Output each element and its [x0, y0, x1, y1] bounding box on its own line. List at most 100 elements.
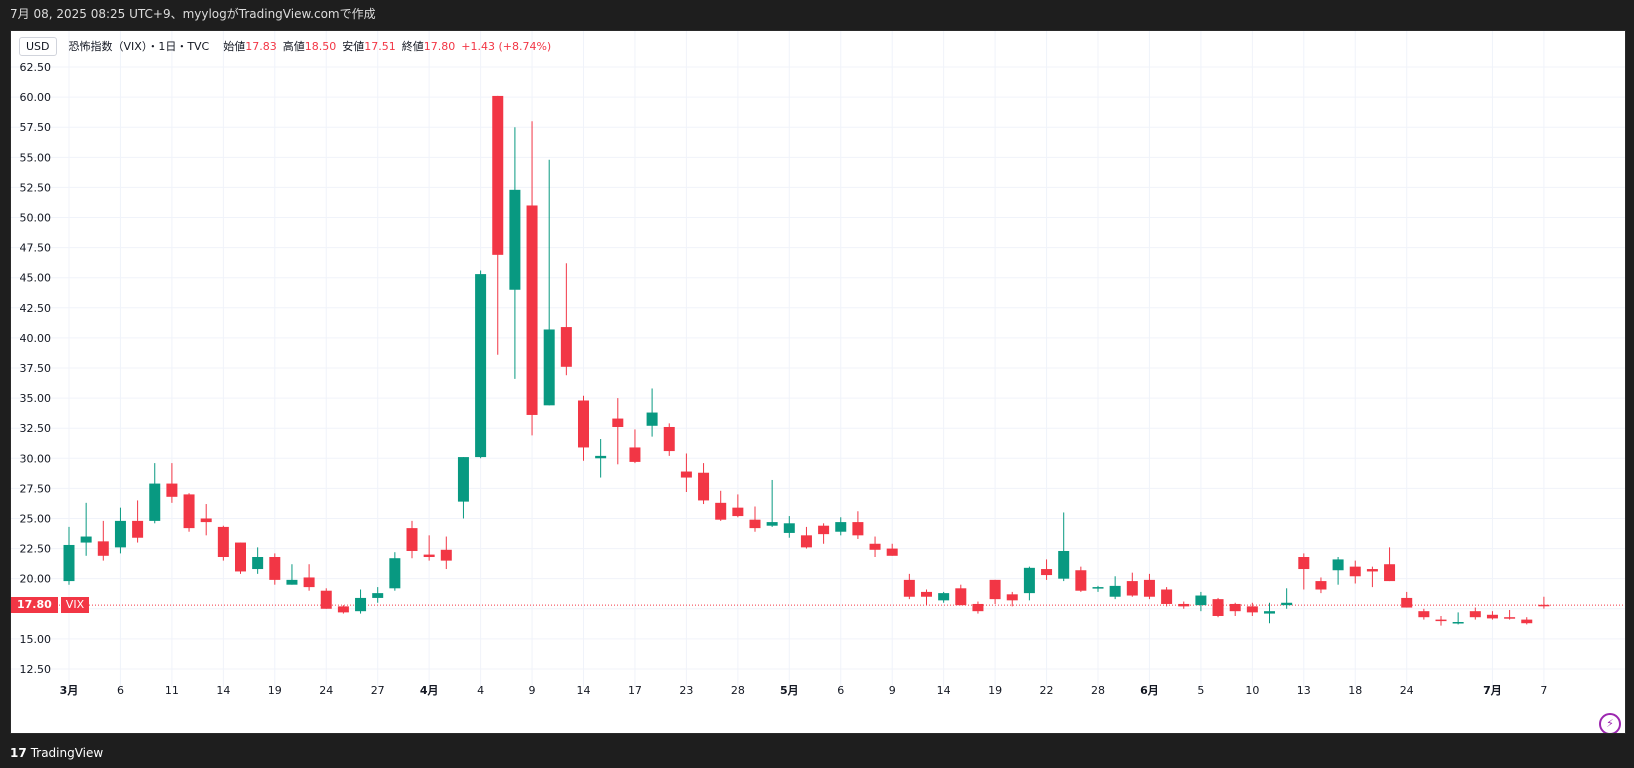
- candle-up[interactable]: [252, 547, 264, 574]
- candle-down[interactable]: [749, 506, 761, 532]
- candle-down[interactable]: [269, 553, 281, 585]
- candle-down[interactable]: [320, 588, 332, 609]
- candle-up[interactable]: [149, 463, 161, 524]
- candle-up[interactable]: [63, 526, 75, 585]
- candle-down[interactable]: [200, 504, 212, 536]
- candle-down[interactable]: [1178, 601, 1190, 609]
- candle-down[interactable]: [1486, 611, 1498, 620]
- candle-down[interactable]: [1384, 547, 1396, 582]
- candle-down[interactable]: [1401, 591, 1413, 608]
- candle-up[interactable]: [114, 507, 126, 554]
- candle-up[interactable]: [766, 479, 778, 527]
- candle-up[interactable]: [938, 591, 950, 603]
- candle-up[interactable]: [646, 388, 658, 437]
- candle-down[interactable]: [732, 494, 744, 518]
- candle-down[interactable]: [629, 429, 641, 464]
- candle-down[interactable]: [1366, 566, 1378, 588]
- candle-down[interactable]: [800, 526, 812, 549]
- candle-down[interactable]: [406, 520, 418, 559]
- candle-up[interactable]: [355, 589, 367, 614]
- candle-down[interactable]: [560, 263, 572, 376]
- candle-down[interactable]: [1349, 560, 1361, 584]
- candle-up[interactable]: [389, 552, 401, 591]
- candle-down[interactable]: [235, 542, 246, 574]
- candle-down[interactable]: [492, 95, 504, 355]
- lightning-bolt-icon[interactable]: ⚡: [1599, 713, 1621, 733]
- candle-down[interactable]: [1315, 577, 1327, 594]
- candle-up[interactable]: [1264, 602, 1275, 624]
- candle-down[interactable]: [183, 493, 195, 532]
- candle-down[interactable]: [989, 579, 1001, 604]
- candle-up[interactable]: [457, 457, 469, 519]
- candle-down[interactable]: [132, 500, 144, 543]
- candle-down[interactable]: [303, 564, 315, 591]
- candle-down[interactable]: [1435, 615, 1447, 626]
- candle-down[interactable]: [1246, 602, 1258, 616]
- currency-button[interactable]: USD: [19, 36, 57, 56]
- candle-down[interactable]: [440, 536, 452, 570]
- candle-down[interactable]: [1212, 597, 1224, 618]
- candle-down[interactable]: [886, 543, 898, 556]
- candle-down[interactable]: [1418, 608, 1430, 620]
- candle-body: [183, 494, 195, 529]
- candle-body: [1469, 611, 1481, 618]
- candle-down[interactable]: [97, 520, 109, 561]
- candle-down[interactable]: [852, 511, 864, 539]
- candle-up[interactable]: [1332, 557, 1344, 585]
- candle-down[interactable]: [217, 525, 229, 561]
- open-label: 始値: [223, 40, 246, 53]
- candle-up[interactable]: [543, 159, 555, 406]
- candle-down[interactable]: [955, 584, 967, 606]
- candle-down[interactable]: [818, 523, 830, 544]
- candle-down[interactable]: [1469, 607, 1481, 620]
- candle-down[interactable]: [698, 463, 710, 505]
- candle-up[interactable]: [595, 439, 607, 478]
- candle-down[interactable]: [1006, 591, 1018, 607]
- candle-up[interactable]: [1058, 512, 1070, 582]
- candle-down[interactable]: [423, 535, 435, 561]
- candle-up[interactable]: [1092, 585, 1104, 592]
- candle-down[interactable]: [166, 463, 178, 503]
- candle-up[interactable]: [1281, 588, 1293, 609]
- candle-down[interactable]: [663, 423, 675, 456]
- candle-up[interactable]: [1452, 612, 1464, 625]
- candle-up[interactable]: [80, 502, 92, 556]
- candle-down[interactable]: [578, 395, 589, 461]
- candle-up[interactable]: [1109, 576, 1121, 600]
- symbol-title[interactable]: 恐怖指数（VIX）・1日・TVC: [68, 40, 210, 53]
- candle-up[interactable]: [475, 270, 487, 459]
- candle-down[interactable]: [921, 589, 932, 606]
- candle-down[interactable]: [1075, 566, 1087, 592]
- candle-down[interactable]: [1161, 587, 1173, 607]
- candle-body: [80, 536, 92, 543]
- candle-down[interactable]: [1538, 596, 1550, 609]
- candle-down[interactable]: [680, 453, 692, 492]
- candle-down[interactable]: [715, 490, 727, 521]
- candle-body: [1092, 587, 1104, 589]
- candle-down[interactable]: [1504, 609, 1516, 620]
- candle-up[interactable]: [509, 127, 521, 379]
- candle-down[interactable]: [869, 536, 881, 558]
- candle-down[interactable]: [612, 398, 624, 465]
- candles[interactable]: [63, 95, 1550, 626]
- candle-up[interactable]: [783, 516, 795, 538]
- candle-up[interactable]: [372, 587, 384, 603]
- candle-down[interactable]: [1143, 573, 1155, 600]
- candle-down[interactable]: [1041, 559, 1053, 580]
- candle-down[interactable]: [1229, 602, 1241, 616]
- candle-up[interactable]: [1023, 566, 1035, 601]
- candle-down[interactable]: [1298, 553, 1310, 590]
- candle-down[interactable]: [1126, 572, 1138, 597]
- candle-down[interactable]: [526, 121, 538, 436]
- candlestick-chart[interactable]: 62.50 60.00 57.50 55.00 52.50 50.00 47.50 45.00…: [11, 31, 1625, 733]
- close-value: 17.80: [423, 39, 456, 53]
- candle-down[interactable]: [1521, 617, 1533, 625]
- candle-down[interactable]: [903, 573, 915, 600]
- candle-down[interactable]: [337, 605, 349, 614]
- candle-up[interactable]: [1195, 591, 1207, 612]
- candle-body: [1281, 602, 1293, 606]
- candle-up[interactable]: [835, 517, 847, 536]
- candle-up[interactable]: [286, 564, 298, 585]
- candle-down[interactable]: [972, 601, 984, 614]
- chart-panel[interactable]: 62.50 60.00 57.50 55.00 52.50 50.00 47.50 45.00…: [10, 30, 1626, 734]
